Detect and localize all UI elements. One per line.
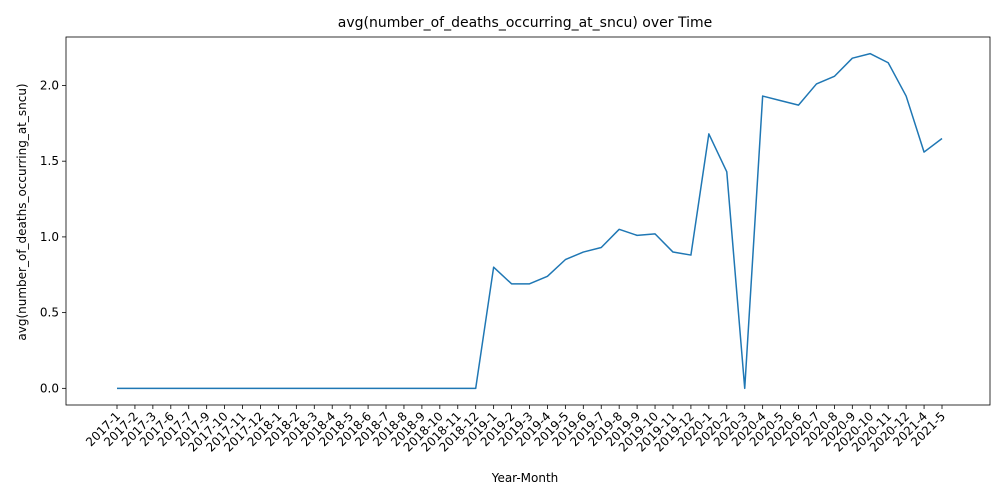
y-tick-label: 1.5 — [40, 154, 59, 168]
x-axis-label: Year-Month — [491, 471, 559, 485]
series-line — [117, 52, 943, 390]
y-tick-label: 2.0 — [40, 78, 59, 92]
plot-frame — [65, 36, 991, 406]
y-axis-label: avg(number_of_deaths_occurring_at_sncu) — [15, 83, 29, 340]
chart-title: avg(number_of_deaths_occurring_at_sncu) … — [338, 15, 712, 31]
y-tick-label: 1.0 — [40, 230, 59, 244]
y-tick-label: 0.0 — [40, 381, 59, 395]
y-tick-label: 0.5 — [40, 306, 59, 320]
plot-area: 0.00.51.01.52.02017-12017-22017-32017-62… — [40, 36, 991, 455]
